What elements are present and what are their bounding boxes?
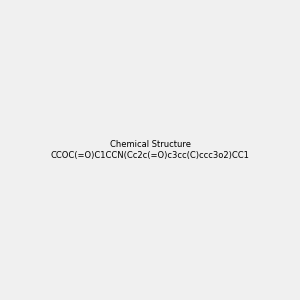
Text: Chemical Structure
CCOC(=O)C1CCN(Cc2c(=O)c3cc(C)ccc3o2)CC1: Chemical Structure CCOC(=O)C1CCN(Cc2c(=O… (51, 140, 249, 160)
